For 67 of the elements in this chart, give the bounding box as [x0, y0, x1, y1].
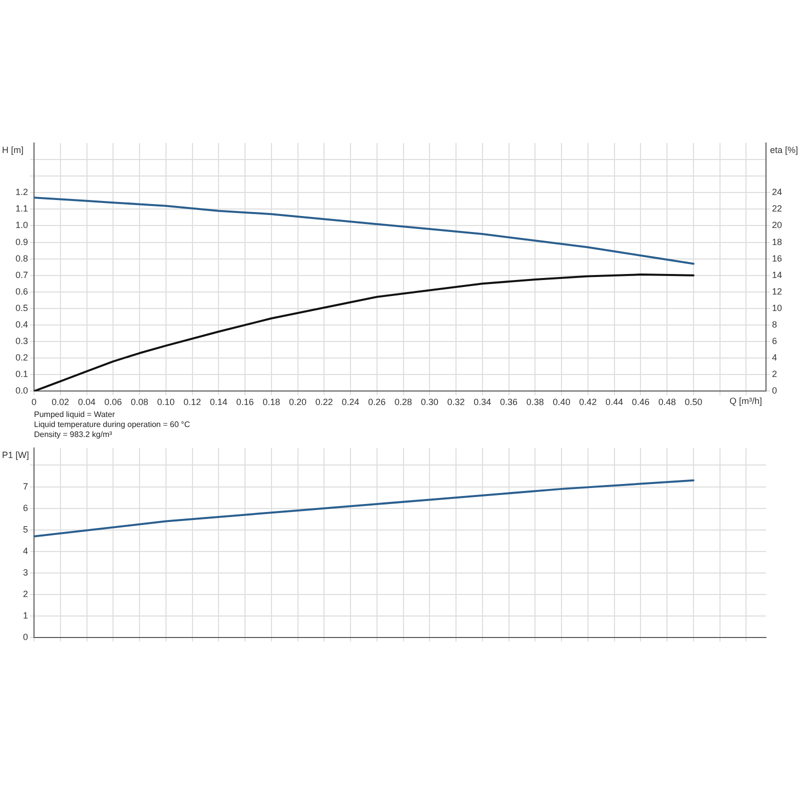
x-tick-label: 0.46	[632, 397, 650, 408]
x-tick-label: 0.02	[52, 397, 70, 408]
y-tick-label: 1.2	[15, 187, 28, 198]
y2-tick-label: 14	[772, 270, 782, 280]
x-tick-label: 0.10	[157, 397, 175, 408]
y-tick-label: 7	[22, 481, 28, 492]
y2-tick-label: 18	[772, 236, 782, 247]
x-tick-label: 0.28	[394, 397, 412, 408]
x-tick-label: 0.14	[210, 397, 228, 408]
y-tick-label: 1.1	[15, 204, 28, 214]
x-tick-label: 0.36	[500, 397, 518, 408]
y2-tick-label: 2	[772, 369, 778, 380]
y-tick-label: 0.5	[15, 302, 28, 313]
y-tick-label: 2	[22, 588, 28, 599]
text: Liquid temperature during operation = 60 °C	[34, 420, 191, 430]
x-tick-label: 0.08	[130, 397, 148, 408]
y-tick-label: 3	[22, 567, 28, 578]
text: Pumped liquid = Water	[34, 410, 116, 420]
y-tick-label: 0.2	[15, 352, 28, 363]
y2-tick-label: 4	[772, 352, 778, 363]
text: Density = 983.2 kg/m³	[34, 430, 114, 440]
x-tick-label: 0.20	[289, 397, 307, 408]
y-tick-label: 0	[22, 632, 28, 642]
x-tick-label: 0.44	[606, 397, 624, 408]
y-tick-label: 0.9	[15, 236, 28, 247]
y2-tick-label: 10	[772, 302, 782, 313]
x-tick-label: 0.48	[658, 397, 676, 408]
y2-tick-label: 22	[772, 204, 782, 214]
y-tick-label: 1.0	[15, 220, 28, 230]
y-tick-label: 1	[22, 610, 28, 621]
x-tick-label: 0.40	[552, 397, 570, 408]
x-tick-label: 0.24	[342, 397, 360, 408]
x-tick-label: 0.16	[236, 397, 254, 408]
y2-tick-label: 12	[772, 286, 782, 296]
y-tick-label: 0.8	[15, 253, 28, 264]
x-tick-label: 0.12	[184, 397, 202, 408]
y-tick-label: 5	[22, 524, 28, 534]
x-tick-label: 0.30	[420, 397, 438, 408]
y2-tick-label: 20	[772, 220, 782, 230]
y-tick-label: 0.0	[15, 386, 28, 396]
x-tick-label: 0.34	[474, 397, 492, 408]
x-tick-label: 0	[31, 397, 37, 408]
y2-axis-title: eta [%]	[770, 145, 798, 155]
y-tick-label: 4	[22, 546, 28, 556]
y-axis-title: P1 [W]	[2, 450, 30, 460]
x-tick-label: 0.04	[78, 397, 96, 408]
y-tick-label: 0.6	[15, 286, 28, 296]
y2-tick-label: 8	[772, 320, 778, 330]
y-tick-label: 0.7	[15, 270, 28, 280]
x-axis-title: Q [m³/h]	[729, 396, 762, 406]
y2-tick-label: 24	[772, 187, 782, 198]
y-tick-label: 6	[22, 502, 28, 513]
x-tick-label: 0.42	[579, 397, 597, 408]
y-tick-label: 0.4	[15, 320, 28, 330]
x-tick-label: 0.38	[526, 397, 544, 408]
y-axis-title: H [m]	[2, 145, 24, 155]
x-tick-label: 0.26	[368, 397, 386, 408]
x-tick-label: 0.22	[315, 397, 333, 408]
y2-tick-label: 6	[772, 336, 778, 346]
x-tick-label: 0.06	[104, 397, 122, 408]
x-tick-label: 0.32	[447, 397, 465, 408]
x-tick-label: 0.50	[684, 397, 702, 408]
y-tick-label: 0.1	[15, 369, 28, 380]
x-tick-label: 0.18	[262, 397, 280, 408]
y2-tick-label: 0	[772, 386, 778, 396]
y2-tick-label: 16	[772, 253, 782, 264]
y-tick-label: 0.3	[15, 336, 28, 346]
